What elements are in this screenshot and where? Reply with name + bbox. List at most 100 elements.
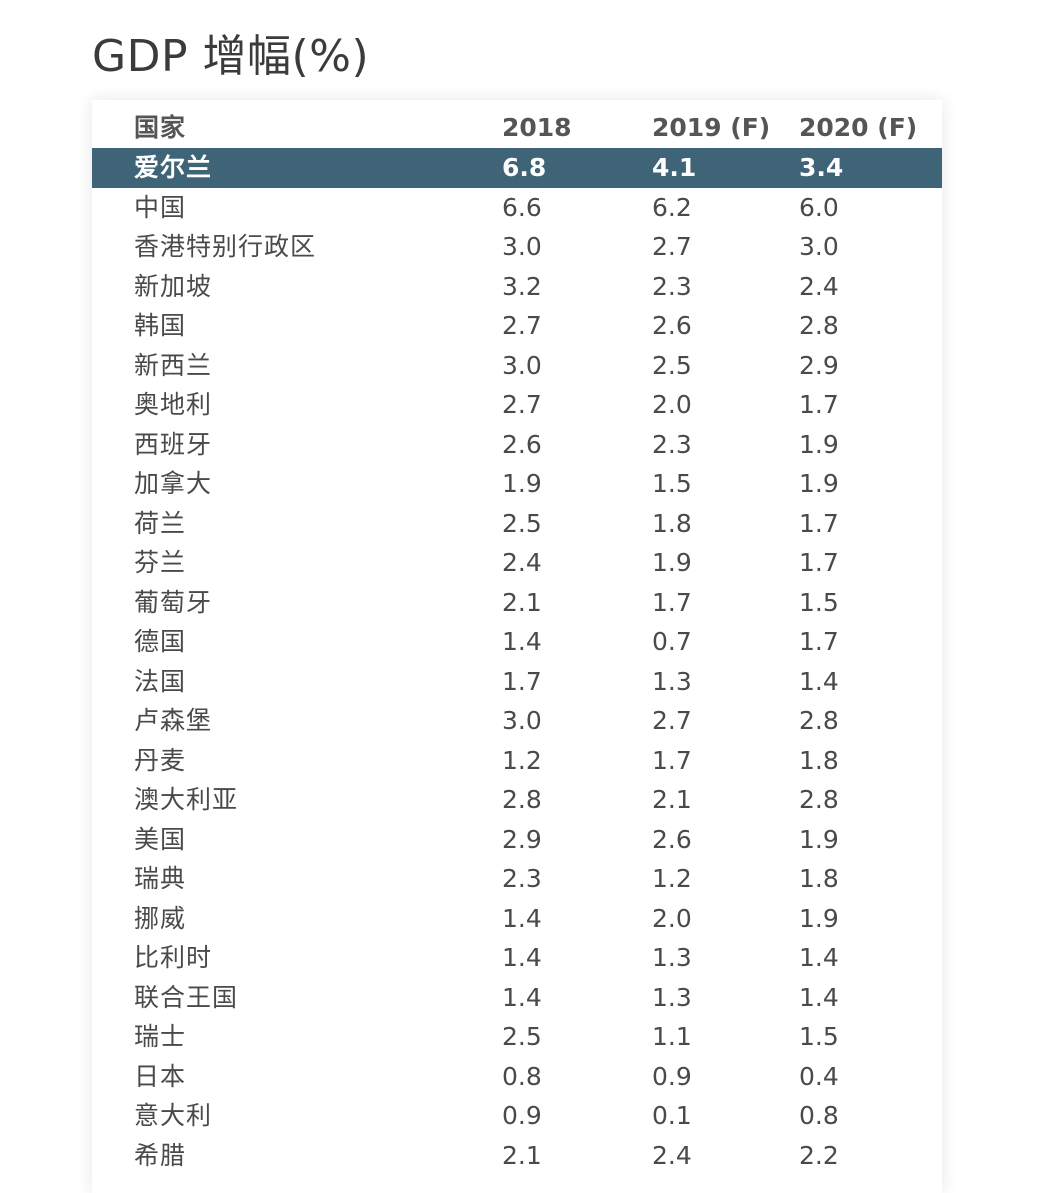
cell-2019: 1.7: [652, 587, 692, 617]
cell-2018: 2.1: [502, 1140, 542, 1170]
table-row: 法国 1.7 1.3 1.4: [92, 662, 942, 702]
cell-country: 荷兰: [134, 508, 187, 538]
cell-2018: 1.4: [502, 903, 542, 933]
cell-2019: 0.1: [652, 1101, 692, 1130]
cell-2020: 2.8: [799, 785, 839, 814]
cell-2019: 2.1: [652, 785, 692, 814]
cell-2020: 3.4: [799, 153, 844, 182]
cell-2018: 2.5: [502, 1022, 542, 1051]
cell-country: 卢森堡: [134, 706, 213, 735]
cell-2020: 1.4: [799, 982, 839, 1012]
cell-country: 中国: [134, 192, 187, 222]
cell-2019: 0.9: [652, 1061, 692, 1091]
cell-2018: 2.3: [502, 864, 542, 893]
cell-2020: 1.7: [799, 627, 839, 656]
table-row: 葡萄牙 2.1 1.7 1.5: [92, 583, 942, 623]
header-2019: 2019 (F): [652, 113, 771, 142]
cell-2018: 2.5: [502, 508, 542, 538]
cell-2019: 1.2: [652, 864, 692, 893]
table-row: 美国 2.9 2.6 1.9: [92, 820, 942, 860]
cell-2018: 2.8: [502, 785, 542, 814]
table-row: 瑞士 2.5 1.1 1.5: [92, 1017, 942, 1057]
cell-country: 新加坡: [134, 271, 213, 301]
table-row: 加拿大 1.9 1.5 1.9: [92, 464, 942, 504]
cell-country: 西班牙: [134, 429, 213, 459]
cell-2020: 1.4: [799, 666, 839, 696]
table-row: 韩国 2.7 2.6 2.8: [92, 306, 942, 346]
cell-2018: 1.4: [502, 943, 542, 972]
cell-country: 芬兰: [134, 548, 187, 577]
cell-country: 香港特别行政区: [134, 232, 317, 261]
cell-2018: 2.9: [502, 824, 542, 854]
page-title: GDP 增幅(%): [92, 31, 370, 82]
cell-2019: 2.4: [652, 1140, 692, 1170]
table-row: 德国 1.4 0.7 1.7: [92, 622, 942, 662]
cell-2020: 0.4: [799, 1061, 839, 1091]
cell-2019: 1.3: [652, 943, 692, 972]
cell-country: 爱尔兰: [134, 153, 213, 182]
cell-2018: 1.7: [502, 666, 542, 696]
cell-2019: 1.1: [652, 1022, 692, 1051]
cell-2019: 2.3: [652, 429, 692, 459]
cell-2018: 1.4: [502, 982, 542, 1012]
cell-2018: 2.1: [502, 587, 542, 617]
cell-2018: 1.2: [502, 745, 542, 775]
cell-2019: 1.7: [652, 745, 692, 775]
cell-2018: 6.6: [502, 192, 542, 222]
table-row: 中国 6.6 6.2 6.0: [92, 188, 942, 228]
cell-2018: 1.9: [502, 469, 542, 498]
cell-2018: 0.8: [502, 1061, 542, 1091]
header-2018: 2018: [502, 113, 572, 142]
cell-2019: 1.3: [652, 982, 692, 1012]
cell-2020: 6.0: [799, 192, 839, 222]
cell-country: 瑞士: [134, 1022, 187, 1051]
cell-2019: 1.8: [652, 508, 692, 538]
cell-country: 加拿大: [134, 469, 213, 498]
cell-2020: 1.5: [799, 587, 839, 617]
cell-2019: 2.0: [652, 903, 692, 933]
table-row: 芬兰 2.4 1.9 1.7: [92, 543, 942, 583]
cell-2019: 0.7: [652, 627, 692, 656]
cell-2019: 2.7: [652, 706, 692, 735]
header-2020: 2020 (F): [799, 113, 918, 142]
table-row: 联合王国 1.4 1.3 1.4: [92, 978, 942, 1018]
cell-2019: 1.9: [652, 548, 692, 577]
cell-2020: 1.8: [799, 864, 839, 893]
cell-country: 挪威: [134, 903, 187, 933]
gdp-growth-table: 国家 2018 2019 (F) 2020 (F) 爱尔兰 6.8 4.1 3.4 中国…: [92, 108, 942, 1175]
cell-2019: 2.7: [652, 232, 692, 261]
cell-2019: 2.5: [652, 350, 692, 380]
cell-country: 意大利: [134, 1101, 213, 1130]
table-row: 奥地利 2.7 2.0 1.7: [92, 385, 942, 425]
cell-2019: 2.3: [652, 271, 692, 301]
table-row: 西班牙 2.6 2.3 1.9: [92, 425, 942, 465]
cell-2019: 6.2: [652, 192, 692, 222]
cell-2018: 2.6: [502, 429, 542, 459]
cell-2018: 1.4: [502, 627, 542, 656]
table-row: 意大利 0.9 0.1 0.8: [92, 1096, 942, 1136]
cell-2019: 1.3: [652, 666, 692, 696]
cell-country: 新西兰: [134, 350, 213, 380]
cell-2019: 2.0: [652, 390, 692, 419]
cell-country: 瑞典: [134, 864, 187, 893]
table-row: 新西兰 3.0 2.5 2.9: [92, 346, 942, 386]
table-row: 日本 0.8 0.9 0.4: [92, 1057, 942, 1097]
cell-2018: 3.0: [502, 706, 542, 735]
cell-2019: 1.5: [652, 469, 692, 498]
cell-country: 希腊: [134, 1140, 187, 1170]
table-row: 澳大利亚 2.8 2.1 2.8: [92, 780, 942, 820]
table-row-highlighted: 爱尔兰 6.8 4.1 3.4: [92, 148, 942, 188]
cell-2020: 1.8: [799, 745, 839, 775]
cell-country: 联合王国: [134, 982, 239, 1012]
cell-country: 葡萄牙: [134, 587, 213, 617]
cell-2019: 4.1: [652, 153, 697, 182]
gdp-table-panel: 国家 2018 2019 (F) 2020 (F) 爱尔兰 6.8 4.1 3.4 中国…: [92, 100, 942, 1193]
cell-2020: 3.0: [799, 232, 839, 261]
table-row: 挪威 1.4 2.0 1.9: [92, 899, 942, 939]
cell-country: 丹麦: [134, 745, 187, 775]
table-row: 比利时 1.4 1.3 1.4: [92, 938, 942, 978]
cell-2019: 2.6: [652, 824, 692, 854]
cell-country: 奥地利: [134, 390, 213, 419]
cell-2020: 1.9: [799, 429, 839, 459]
cell-country: 比利时: [134, 943, 213, 972]
